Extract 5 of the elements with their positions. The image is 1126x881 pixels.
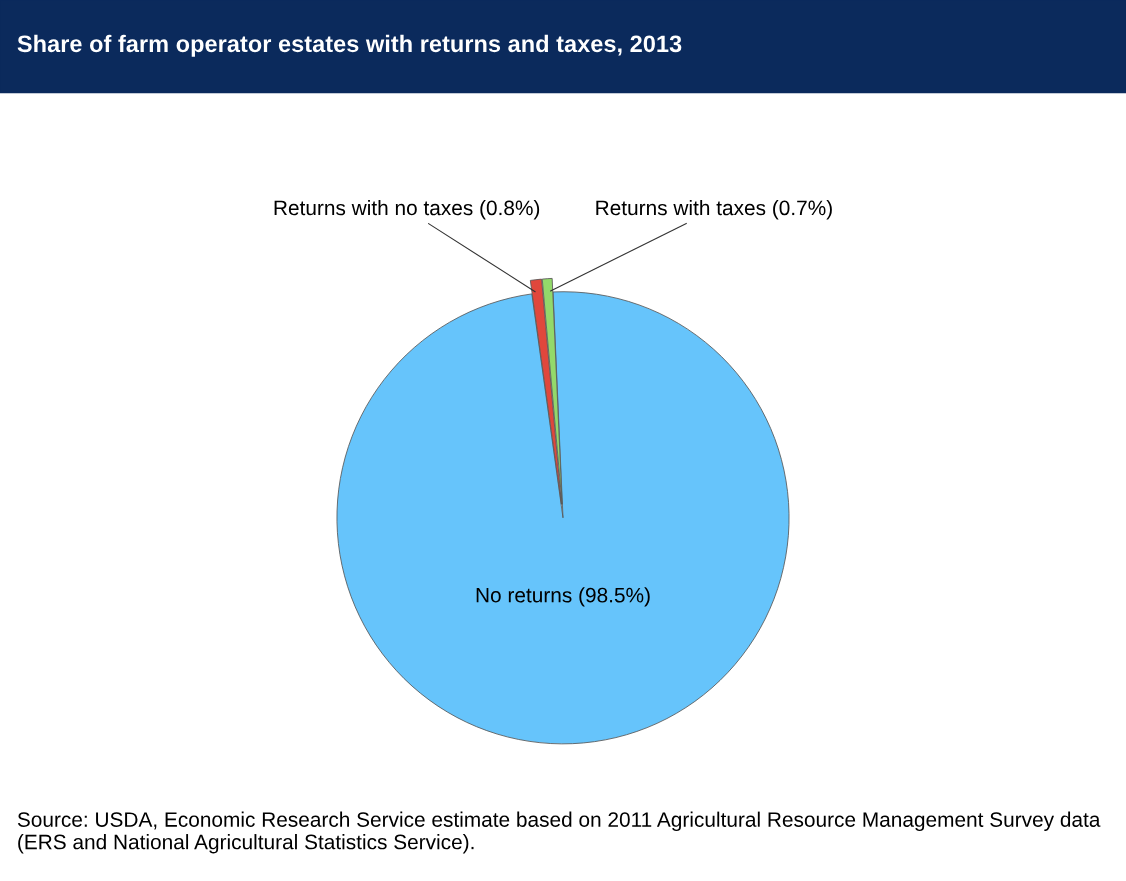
chart-title: Share of farm operator estates with returns and taxes, 2013 (17, 34, 682, 57)
slice-label: Returns with no taxes (0.8%) (274, 199, 540, 220)
slice-label: No returns (98.5%) (476, 587, 650, 607)
slice-label: Returns with taxes (0.7%) (596, 199, 832, 220)
source-note: Source: USDA, Economic Research Service estimate based on 2011 Agricultural Resource Management Survey data (ERS and National Agricultural Statistics Service). (17, 811, 1101, 854)
